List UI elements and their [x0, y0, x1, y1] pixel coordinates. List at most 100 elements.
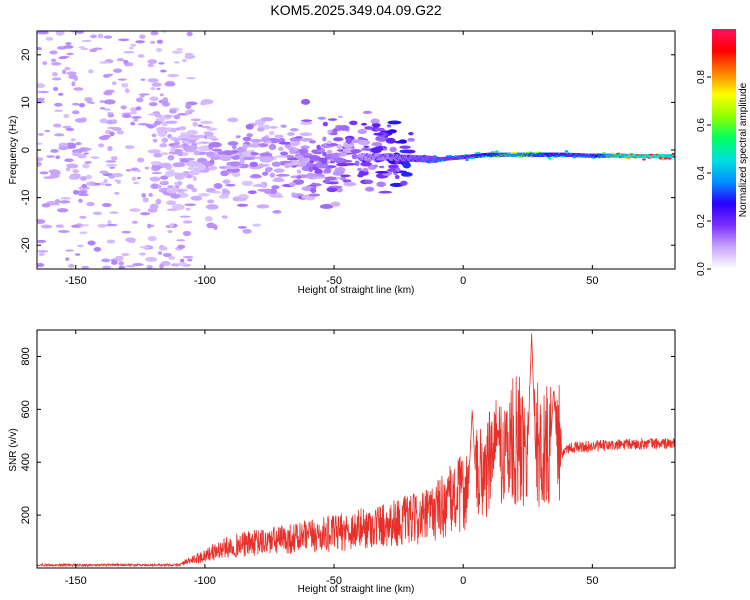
cloud-blob: [345, 137, 352, 144]
cloud-blob: [151, 183, 158, 189]
noise-blob: [179, 258, 185, 263]
colorbar-ticks: 0.0 0.2 0.4 0.6 0.8: [696, 70, 711, 276]
cloud-blob: [326, 140, 332, 145]
noise-blob: [123, 59, 129, 65]
noise-blob: [151, 82, 162, 87]
noise-blob: [137, 54, 145, 58]
cloud-blob: [275, 173, 290, 177]
noise-blob: [160, 69, 167, 73]
noise-blob: [148, 102, 158, 107]
cloud-blob: [324, 168, 332, 174]
noise-blob: [139, 95, 145, 98]
noise-blob: [89, 48, 98, 53]
noise-blob: [116, 130, 124, 135]
noise-blob: [162, 31, 167, 34]
noise-blob: [157, 250, 163, 256]
noise-blob: [50, 62, 62, 66]
noise-blob: [83, 152, 90, 155]
cloud-blob: [324, 176, 337, 181]
noise-blob: [79, 231, 88, 234]
noise-blob: [118, 265, 124, 269]
noise-blob: [171, 50, 183, 54]
cloud-blob: [260, 117, 274, 122]
cloud-blob: [208, 141, 222, 148]
cloud-blob: [147, 149, 161, 154]
noise-blob: [72, 102, 80, 106]
cloud-blob: [301, 119, 313, 122]
noise-blob: [139, 212, 151, 216]
ridge-core: [494, 150, 499, 153]
noise-blob: [102, 134, 112, 138]
noise-blob: [111, 260, 118, 265]
cloud-blob: [360, 161, 372, 167]
noise-blob: [85, 148, 92, 151]
cloud-blob: [189, 169, 200, 176]
cloud-blob: [404, 149, 416, 154]
ridge-core: [465, 158, 469, 162]
cloud-blob: [364, 126, 374, 130]
noise-blob: [130, 43, 137, 47]
cloud-blob: [299, 121, 313, 125]
cloud-blob: [231, 145, 237, 150]
cloud-blob: [153, 120, 161, 126]
noise-blob: [117, 78, 127, 81]
cloud-blob: [185, 103, 192, 110]
noise-blob: [84, 97, 93, 102]
noise-blob: [123, 50, 135, 54]
noise-blob: [87, 240, 96, 246]
cloud-blob: [378, 190, 393, 194]
cloud-blob: [246, 144, 260, 148]
cloud-blob: [187, 166, 196, 170]
cloud-blob: [400, 172, 413, 177]
cloud-blob: [168, 109, 177, 114]
noise-blob: [99, 107, 106, 110]
y-tick-label: 200: [20, 506, 32, 524]
cloud-blob: [257, 188, 268, 192]
noise-blob: [77, 244, 84, 248]
cloud-blob: [389, 182, 404, 188]
cloud-blob: [270, 195, 285, 198]
cloud-blob: [227, 141, 239, 146]
noise-blob: [50, 203, 60, 206]
cloud-blob: [242, 228, 252, 234]
cloud-blob: [395, 167, 401, 172]
cloud-blob: [294, 136, 303, 139]
ridge-core: [491, 151, 495, 154]
cloud-blob: [268, 143, 277, 151]
cloud-blob: [222, 179, 231, 184]
cloud-blob: [165, 200, 177, 206]
cloud-blob: [322, 151, 327, 157]
noise-blob: [148, 193, 153, 197]
cloud-blob: [219, 156, 232, 162]
cloud-blob: [322, 121, 328, 127]
cloud-blob: [170, 147, 176, 153]
noise-blob: [49, 173, 60, 179]
cloud-blob: [227, 171, 233, 174]
cloud-blob: [343, 141, 348, 147]
cloud-blob: [280, 124, 287, 128]
noise-blob: [89, 101, 95, 105]
cloud-blob: [299, 150, 305, 155]
noise-blob: [113, 68, 123, 73]
cloud-blob: [308, 140, 316, 144]
noise-blob: [81, 265, 90, 269]
cloud-blob: [330, 201, 341, 207]
cloud-blob: [289, 140, 300, 147]
noise-blob: [72, 189, 80, 195]
noise-blob: [111, 119, 118, 125]
noise-blob: [127, 62, 134, 67]
noise-blob: [137, 123, 150, 126]
cloud-blob: [261, 171, 269, 176]
noise-blob: [63, 45, 74, 49]
ridge-core: [547, 157, 552, 160]
noise-blob: [39, 171, 49, 175]
cloud-blob: [387, 129, 397, 134]
snr-panel: -150 -100 -50 0 50 200 400 600 800 Height of st…: [8, 329, 676, 595]
x-tick-label: -150: [65, 275, 87, 287]
cloud-blob: [332, 137, 344, 142]
noise-blob: [109, 131, 115, 137]
noise-blob: [99, 61, 109, 64]
cloud-blob: [322, 179, 331, 184]
